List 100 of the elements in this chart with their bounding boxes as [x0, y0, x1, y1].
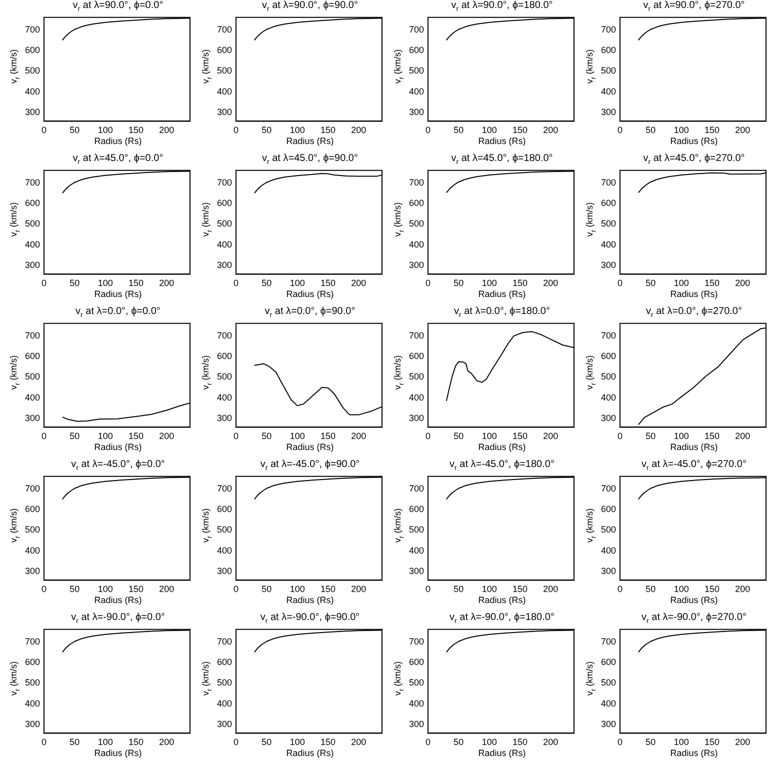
x-tick-label: 50	[646, 584, 656, 594]
y-tick-label: 500	[216, 372, 232, 382]
x-axis-title: Radius (Rs)	[669, 595, 719, 605]
y-tick-label: 600	[216, 44, 232, 55]
y-tick-label: 400	[600, 392, 616, 402]
x-tick-label: 50	[70, 737, 80, 748]
x-tick-label: 0	[233, 125, 239, 136]
y-tick-label: 700	[24, 483, 40, 494]
x-tick-label: 150	[512, 125, 528, 136]
x-axis-title: Radius (Rs)	[285, 289, 335, 299]
x-tick-label: 200	[159, 431, 174, 442]
x-tick-label: 200	[735, 584, 750, 594]
y-tick-label: 600	[600, 198, 616, 208]
x-tick-label: 100	[482, 278, 497, 288]
x-tick-label: 0	[41, 278, 47, 288]
x-tick-label: 150	[704, 584, 720, 594]
x-tick-label: 0	[617, 278, 623, 288]
x-axis-title: Radius (Rs)	[477, 289, 527, 299]
y-tick-label: 700	[408, 24, 424, 34]
x-tick-label: 0	[425, 737, 431, 748]
y-tick-label: 600	[216, 350, 232, 361]
x-axis-title: Radius (Rs)	[93, 289, 143, 299]
y-tick-label: 500	[24, 66, 40, 76]
x-axis-title: Radius (Rs)	[477, 595, 527, 605]
y-tick-label: 700	[408, 636, 424, 646]
x-tick-label: 50	[646, 737, 656, 748]
chart-title: v$_{r}$ at λ=0.0°, ϕ=90.0°	[264, 306, 356, 319]
y-tick-label: 500	[24, 678, 40, 688]
x-tick-label: 100	[98, 431, 113, 442]
x-tick-label: 200	[543, 278, 558, 288]
x-tick-label: 0	[41, 431, 47, 442]
chart-title: v$_{r}$ at λ=90.0°, ϕ=270.0°	[642, 0, 746, 13]
y-tick-label: 600	[24, 656, 40, 667]
y-tick-label: 300	[216, 413, 232, 423]
y-tick-label: 700	[600, 24, 616, 34]
x-tick-label: 150	[512, 584, 528, 594]
y-tick-label: 400	[600, 545, 616, 556]
y-tick-label: 700	[408, 483, 424, 494]
y-tick-label: 400	[408, 86, 424, 96]
x-axis-title: Radius (Rs)	[93, 136, 143, 146]
y-tick-label: 600	[216, 198, 232, 208]
x-tick-label: 200	[351, 431, 366, 442]
x-tick-label: 50	[454, 431, 464, 442]
x-tick-label: 200	[351, 737, 366, 748]
x-axis-title: Radius (Rs)	[669, 289, 719, 299]
x-axis-title: Radius (Rs)	[285, 136, 335, 146]
chart-title: v$_{r}$ at λ=-90.0°, ϕ=0.0°	[70, 612, 166, 625]
x-axis-title: Radius (Rs)	[285, 442, 335, 452]
x-axis-title: Radius (Rs)	[477, 748, 527, 758]
y-tick-label: 300	[408, 719, 424, 729]
x-tick-label: 200	[543, 125, 558, 136]
x-tick-label: 150	[320, 125, 336, 136]
x-axis-title: Radius (Rs)	[669, 136, 719, 146]
y-tick-label: 300	[408, 413, 424, 423]
x-tick-label: 50	[454, 584, 464, 594]
y-tick-label: 700	[216, 636, 232, 646]
y-tick-label: 400	[408, 239, 424, 250]
x-tick-label: 100	[674, 125, 689, 136]
x-tick-label: 50	[646, 431, 656, 442]
y-tick-label: 300	[408, 566, 424, 576]
y-tick-label: 600	[408, 44, 424, 55]
y-tick-label: 300	[24, 566, 40, 576]
y-tick-label: 500	[600, 66, 616, 76]
x-tick-label: 0	[425, 125, 431, 136]
x-tick-label: 0	[41, 737, 47, 748]
x-tick-label: 150	[704, 125, 720, 136]
chart-title: v$_{r}$ at λ=45.0°, ϕ=0.0°	[72, 153, 164, 166]
x-tick-label: 100	[482, 431, 497, 442]
x-tick-label: 200	[351, 125, 366, 136]
x-tick-label: 200	[159, 737, 174, 748]
y-tick-label: 600	[600, 44, 616, 55]
chart-title: v$_{r}$ at λ=-90.0°, ϕ=270.0°	[640, 612, 748, 625]
y-tick-label: 400	[600, 86, 616, 96]
x-tick-label: 0	[617, 125, 623, 136]
y-tick-label: 600	[600, 350, 616, 361]
x-tick-label: 0	[425, 584, 431, 594]
y-tick-label: 600	[24, 44, 40, 55]
x-axis-title: Radius (Rs)	[93, 748, 143, 758]
y-tick-label: 500	[408, 524, 424, 535]
x-tick-label: 200	[159, 584, 174, 594]
y-tick-label: 400	[216, 86, 232, 96]
chart-title: v$_{r}$ at λ=90.0°, ϕ=180.0°	[450, 0, 554, 13]
y-tick-label: 400	[408, 545, 424, 556]
y-tick-label: 300	[24, 413, 40, 423]
x-tick-label: 0	[425, 431, 431, 442]
x-axis-title: Radius (Rs)	[285, 748, 335, 758]
x-tick-label: 50	[454, 737, 464, 748]
y-tick-label: 300	[408, 107, 424, 117]
y-tick-label: 500	[600, 678, 616, 688]
x-tick-label: 100	[482, 584, 497, 594]
x-tick-label: 100	[482, 737, 497, 748]
y-tick-label: 600	[216, 656, 232, 667]
y-tick-label: 300	[600, 260, 616, 270]
x-axis-title: Radius (Rs)	[669, 442, 719, 452]
x-tick-label: 50	[454, 125, 464, 136]
chart-title: v$_{r}$ at λ=-45.0°, ϕ=270.0°	[640, 459, 748, 472]
x-tick-label: 0	[617, 737, 623, 748]
x-tick-label: 0	[617, 431, 623, 442]
x-tick-label: 200	[735, 125, 750, 136]
x-axis-title: Radius (Rs)	[93, 595, 143, 605]
